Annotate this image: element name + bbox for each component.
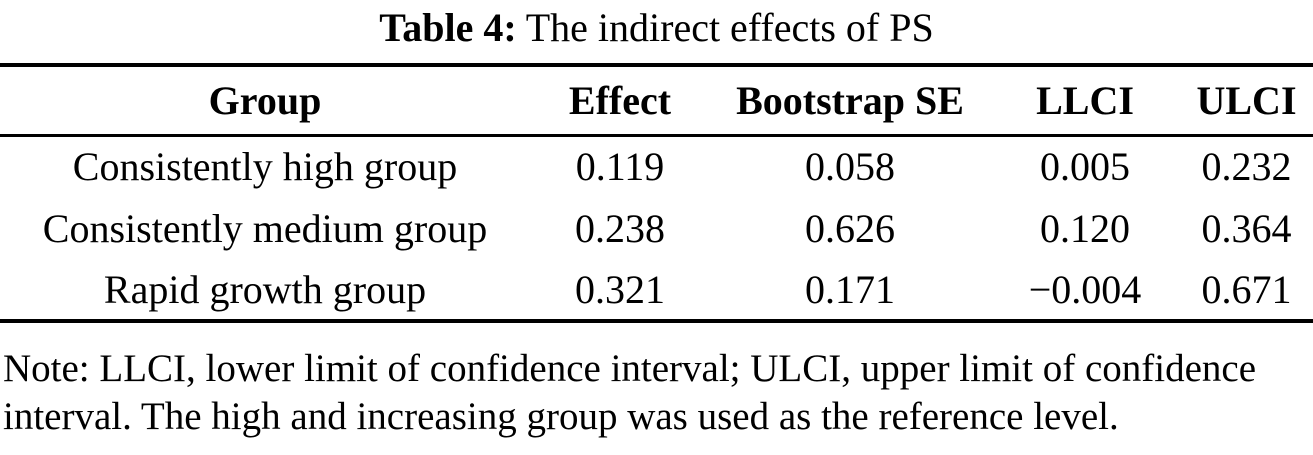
column-header-bootstrap-se: Bootstrap SE bbox=[710, 65, 990, 137]
column-header-effect: Effect bbox=[530, 65, 710, 137]
cell-effect-value: 0.119 bbox=[575, 144, 665, 190]
cell-bootstrap-se-value: 0.626 bbox=[805, 205, 895, 251]
table-caption: Table 4: The indirect effects of PS bbox=[0, 0, 1313, 63]
table-header-row: Group Effect Bootstrap SE LLCI ULCI bbox=[0, 65, 1313, 137]
table-note-line-2: interval. The high and increasing group … bbox=[3, 395, 1119, 438]
column-header-ulci: ULCI bbox=[1180, 65, 1313, 137]
cell-ulci-value: 0.364 bbox=[1201, 205, 1292, 251]
table-note-line-1: Note: LLCI, lower limit of confidence in… bbox=[3, 347, 1257, 390]
cell-group-label: Rapid growth group bbox=[103, 266, 427, 312]
cell-group-label: Consistently medium group bbox=[42, 205, 488, 251]
table-row-consistently-medium: Consistently medium group 0.238 0.626 0.… bbox=[0, 197, 1313, 259]
cell-bootstrap-se-value: 0.058 bbox=[805, 144, 895, 190]
table-caption-label: Table 4: bbox=[379, 5, 517, 50]
cell-llci-value: −0.004 bbox=[1028, 266, 1142, 312]
column-header-llci: LLCI bbox=[990, 65, 1180, 137]
cell-ulci-value: 0.232 bbox=[1201, 144, 1292, 190]
column-header-group: Group bbox=[0, 65, 530, 137]
table-row-rapid-growth: Rapid growth group 0.321 0.171 −0.004 0.… bbox=[0, 259, 1313, 321]
cell-bootstrap-se-value: 0.171 bbox=[805, 266, 895, 312]
table-row-consistently-high: Consistently high group 0.119 0.058 0.00… bbox=[0, 135, 1313, 197]
cell-llci-value: 0.005 bbox=[1040, 144, 1130, 190]
cell-group-label: Consistently high group bbox=[72, 144, 458, 190]
table-caption-text: The indirect effects of PS bbox=[525, 5, 934, 50]
cell-effect-value: 0.238 bbox=[575, 205, 665, 251]
cell-llci-value: 0.120 bbox=[1040, 205, 1130, 251]
indirect-effects-table: Group Effect Bootstrap SE LLCI ULCI Cons… bbox=[0, 63, 1313, 323]
cell-effect-value: 0.321 bbox=[575, 266, 665, 312]
cell-ulci-value: 0.671 bbox=[1201, 266, 1292, 312]
table-note: Note: LLCI, lower limit of confidence in… bbox=[0, 323, 1313, 441]
